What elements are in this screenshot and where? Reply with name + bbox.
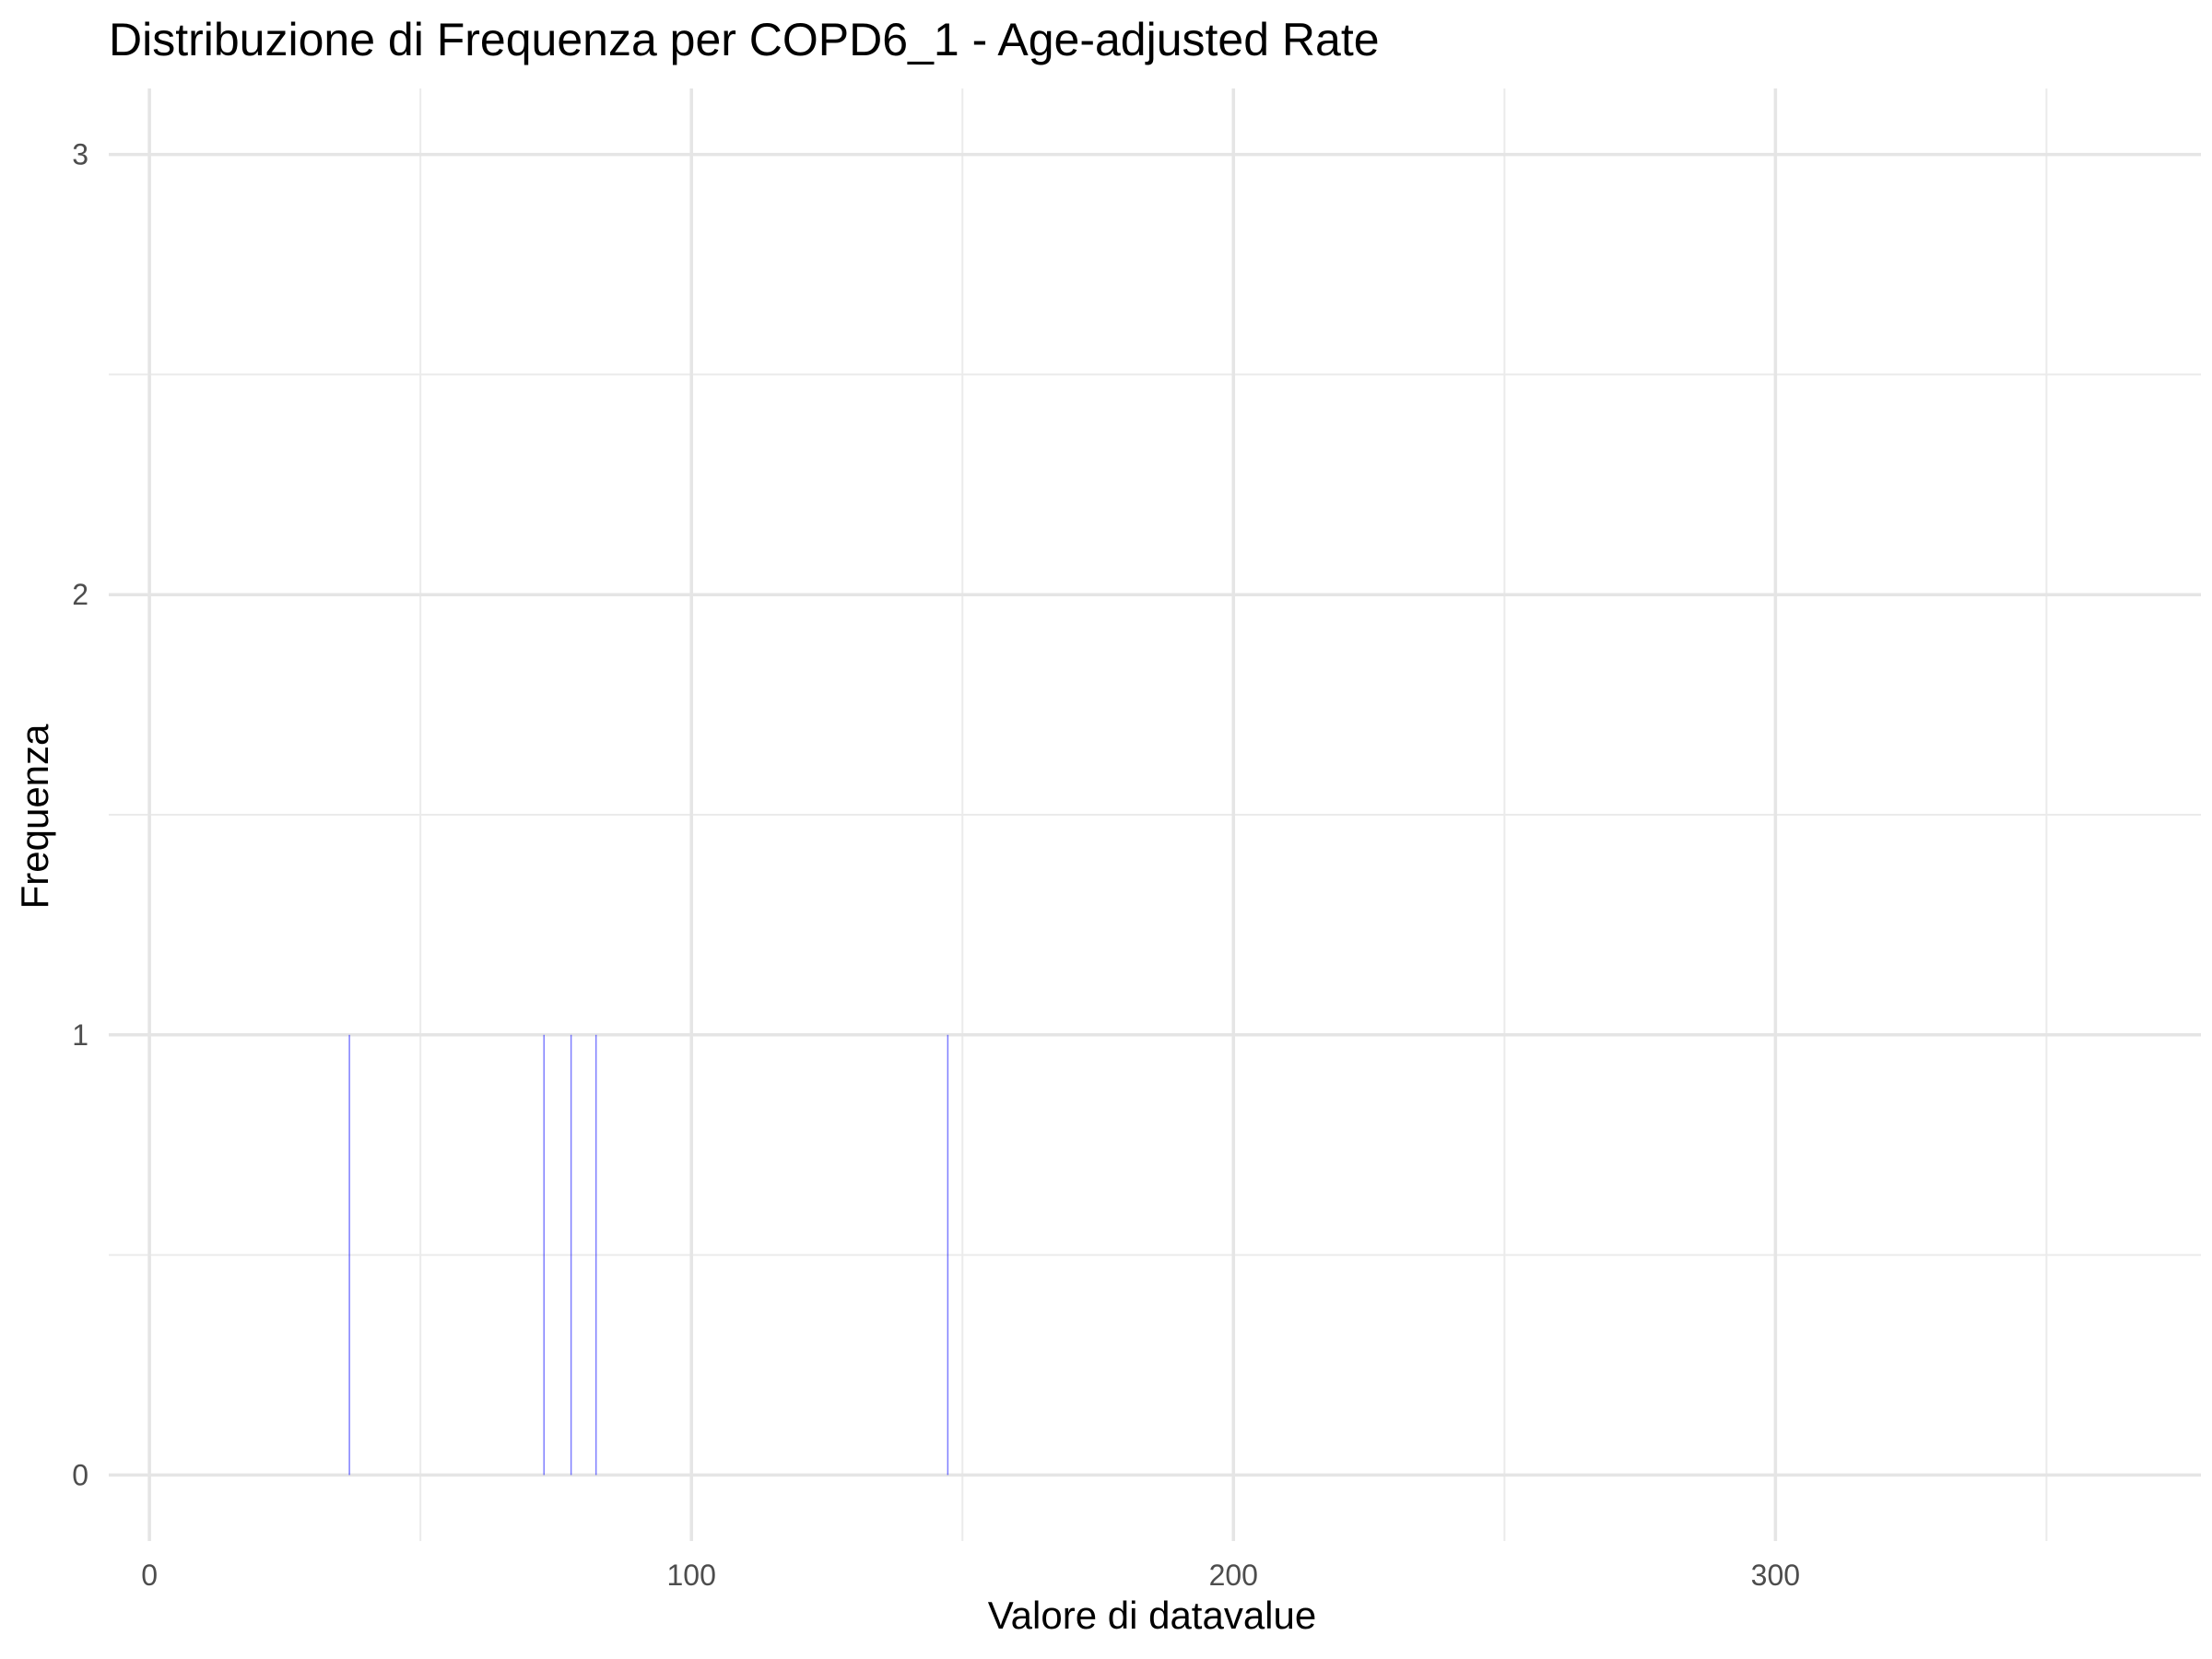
x-tick-label: 0 xyxy=(141,1559,158,1592)
histogram-bar xyxy=(570,1034,572,1476)
minor-grid xyxy=(109,88,2201,1541)
y-axis-title: Frequenza xyxy=(13,724,56,909)
x-tick-label: 300 xyxy=(1751,1559,1800,1592)
major-grid xyxy=(109,88,2201,1541)
y-tick-label: 3 xyxy=(72,138,88,171)
y-tick-label: 2 xyxy=(72,578,88,611)
histogram-bar xyxy=(947,1034,949,1476)
x-tick-label: 100 xyxy=(666,1559,715,1592)
histogram-bar xyxy=(543,1034,545,1476)
histogram-bar xyxy=(348,1034,350,1476)
histogram-bar xyxy=(594,1034,597,1476)
x-tick-label: 200 xyxy=(1209,1559,1258,1592)
histogram-bars xyxy=(348,1034,949,1476)
x-axis-title: Valore di datavalue xyxy=(988,1594,1316,1637)
y-axis-tick-labels: 0 1 2 3 xyxy=(72,138,88,1492)
y-tick-label: 0 xyxy=(72,1458,88,1491)
y-tick-label: 1 xyxy=(72,1018,88,1052)
x-axis-tick-labels: 0 100 200 300 xyxy=(141,1559,1800,1592)
chart-title: Distribuzione di Frequenza per COPD6_1 -… xyxy=(109,14,1380,65)
